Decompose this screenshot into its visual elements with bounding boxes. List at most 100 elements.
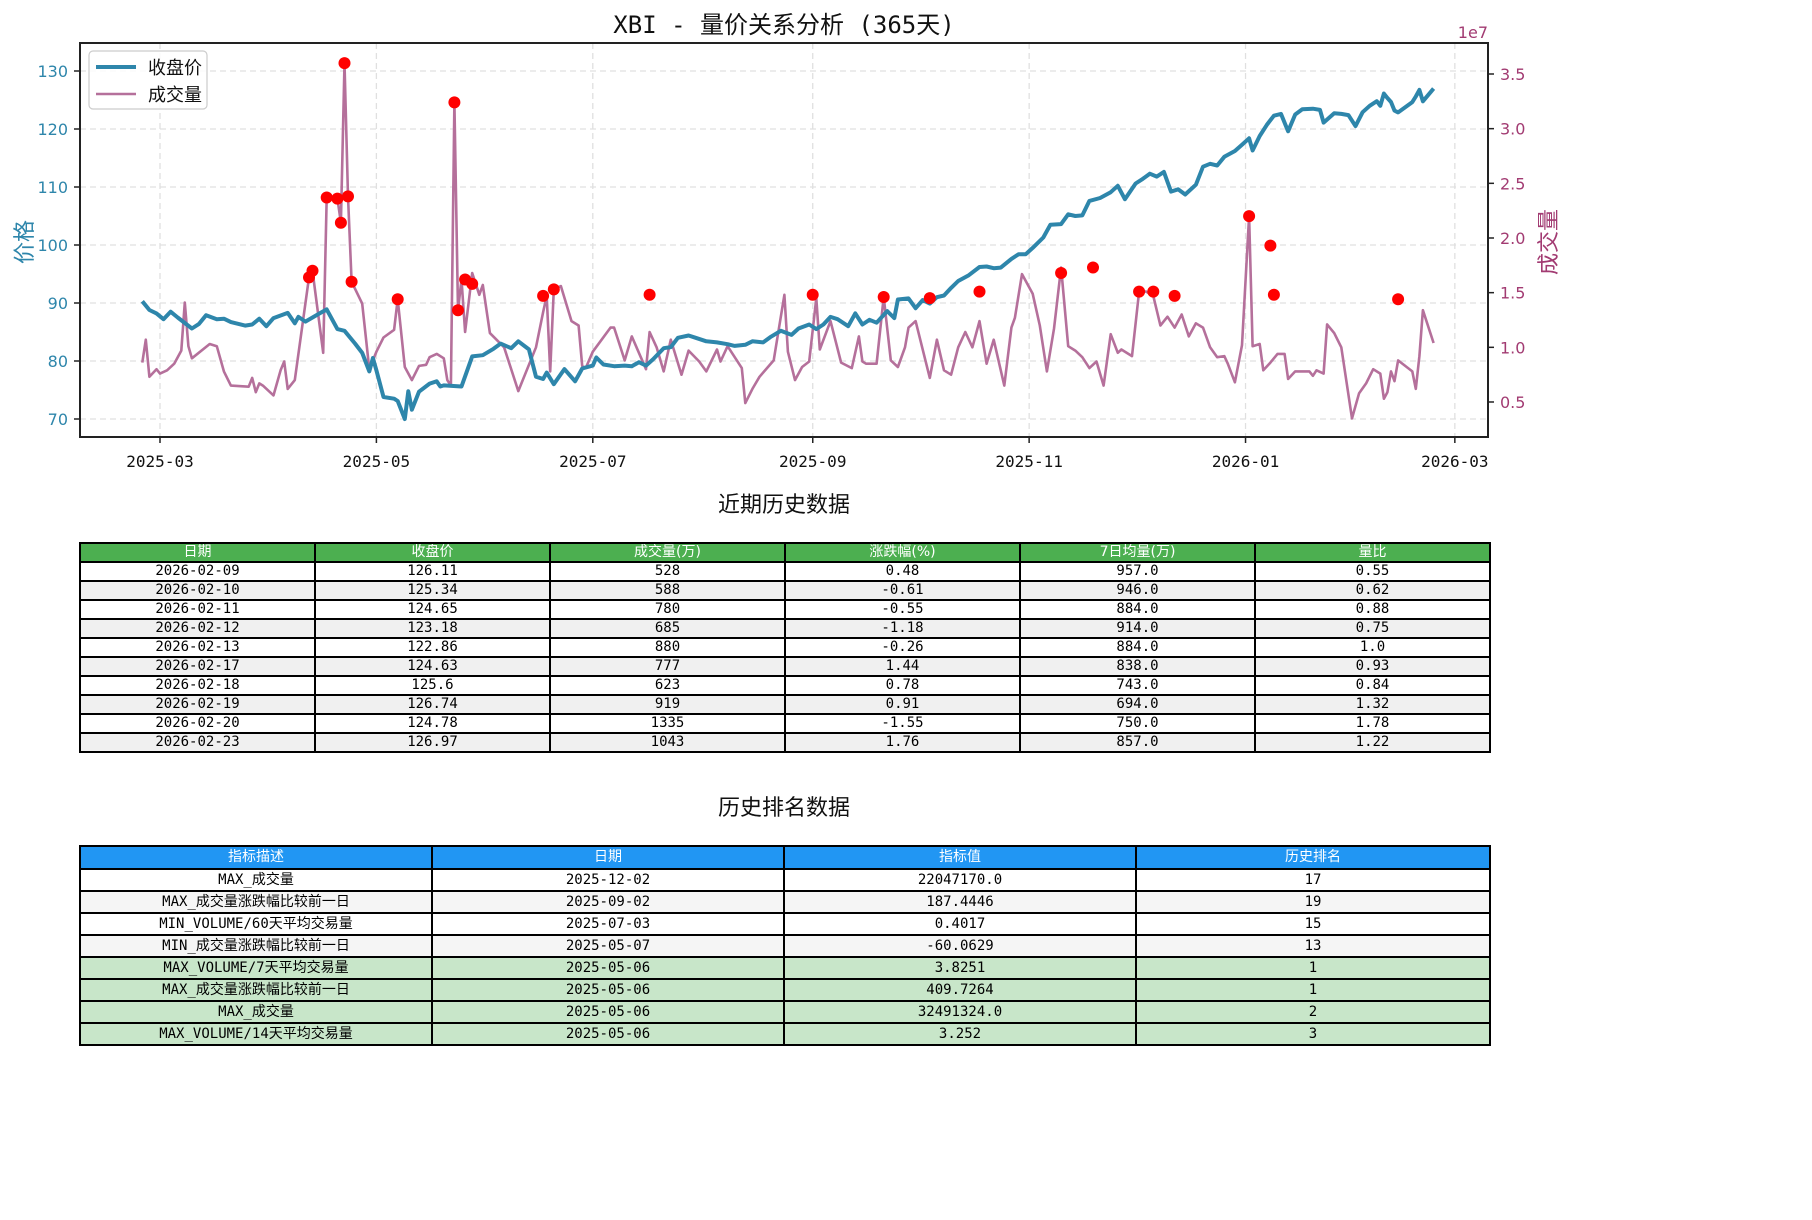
- table-cell: 2025-05-06: [431, 1022, 785, 1046]
- table-cell: 17: [1135, 868, 1491, 892]
- table-cell: 32491324.0: [783, 1000, 1137, 1024]
- volume-spike-marker: [1264, 239, 1277, 252]
- price-tick-label: 110: [37, 178, 68, 197]
- table-row: 2026-02-10 125.34 588 -0.61 946.0 0.62: [79, 580, 1491, 601]
- table-cell: 2026-02-19: [79, 694, 316, 715]
- table-cell: 914.0: [1019, 618, 1256, 639]
- table-cell: -1.18: [784, 618, 1021, 639]
- table-cell: 1.78: [1254, 713, 1491, 734]
- volume-tick-label: 0.5: [1500, 393, 1525, 412]
- table-cell: 2026-02-17: [79, 656, 316, 677]
- volume-spike-marker: [537, 289, 550, 302]
- table-cell: 0.88: [1254, 599, 1491, 620]
- table-cell: 1.32: [1254, 694, 1491, 715]
- table-cell: 780: [549, 599, 786, 620]
- table-cell: 2026-02-11: [79, 599, 316, 620]
- table-row: 2026-02-13 122.86 880 -0.26 884.0 1.0: [79, 637, 1491, 658]
- volume-tick-label: 3.5: [1500, 65, 1525, 84]
- table-cell: 2026-02-12: [79, 618, 316, 639]
- table-cell: 1.44: [784, 656, 1021, 677]
- volume-spike-marker: [1168, 289, 1181, 302]
- volume-spike-marker: [1147, 285, 1160, 298]
- legend-price-label: 收盘价: [148, 58, 202, 79]
- table-cell: 838.0: [1019, 656, 1256, 677]
- column-header: 涨跌幅(%): [784, 542, 1021, 563]
- column-header: 收盘价: [314, 542, 551, 563]
- volume-spike-marker: [306, 264, 319, 277]
- table-cell: 957.0: [1019, 561, 1256, 582]
- date-tick-label: 2025-03: [126, 452, 193, 471]
- table-cell: 409.7264: [783, 978, 1137, 1002]
- table-cell: 124.65: [314, 599, 551, 620]
- volume-spike-marker: [1133, 285, 1146, 298]
- price-series-line: [140, 87, 1436, 421]
- price-tick-label: 130: [37, 62, 68, 81]
- table-cell: 125.6: [314, 675, 551, 696]
- table-cell: -60.0629: [783, 934, 1137, 958]
- table-cell: 2025-05-06: [431, 1000, 785, 1024]
- table-cell: 1: [1135, 978, 1491, 1002]
- table-cell: 1.0: [1254, 637, 1491, 658]
- volume-spike-marker: [331, 192, 344, 205]
- volume-spike-marker: [320, 191, 333, 204]
- price-tick-label: 100: [37, 236, 68, 255]
- table-cell: 694.0: [1019, 694, 1256, 715]
- table-cell: 588: [549, 580, 786, 601]
- table-cell: 2026-02-18: [79, 675, 316, 696]
- table-cell: 3.252: [783, 1022, 1137, 1046]
- volume-spike-marker: [923, 292, 936, 305]
- table-row: 2026-02-11 124.65 780 -0.55 884.0 0.88: [79, 599, 1491, 620]
- table-cell: 884.0: [1019, 599, 1256, 620]
- price-volume-chart: XBI - 量价关系分析 (365天) 70 80 90 100 110 120 130 0…: [13, 11, 1562, 471]
- table-cell: 946.0: [1019, 580, 1256, 601]
- table-row-highlighted: MAX_成交量 2025-05-06 32491324.0 2: [79, 1000, 1491, 1024]
- table-cell: -1.55: [784, 713, 1021, 734]
- volume-series-line: [141, 61, 1435, 420]
- table-row: 2026-02-19 126.74 919 0.91 694.0 1.32: [79, 694, 1491, 715]
- table-cell: 126.97: [314, 732, 551, 753]
- table-header-row: 指标描述 日期 指标值 历史排名: [79, 845, 1491, 870]
- table-cell: 0.48: [784, 561, 1021, 582]
- table-cell: 880: [549, 637, 786, 658]
- volume-axis-multiplier: 1e7: [1458, 23, 1488, 42]
- table-cell: -0.26: [784, 637, 1021, 658]
- table-cell: 2025-07-03: [431, 912, 785, 936]
- volume-spike-marker: [1392, 293, 1405, 306]
- date-tick-label: 2026-03: [1421, 452, 1488, 471]
- price-tick-label: 80: [48, 352, 68, 371]
- volume-spike-marker: [1243, 210, 1256, 223]
- table-cell: MAX_成交量涨跌幅比较前一日: [79, 890, 433, 914]
- table-cell: 126.11: [314, 561, 551, 582]
- table-header-row: 日期 收盘价 成交量(万) 涨跌幅(%) 7日均量(万) 量比: [79, 542, 1491, 563]
- table-cell: 124.78: [314, 713, 551, 734]
- table-cell: 2: [1135, 1000, 1491, 1024]
- table-row: 2026-02-18 125.6 623 0.78 743.0 0.84: [79, 675, 1491, 696]
- table-cell: MIN_成交量涨跌幅比较前一日: [79, 934, 433, 958]
- grid-lines: [80, 43, 1488, 437]
- table-cell: MAX_VOLUME/14天平均交易量: [79, 1022, 433, 1046]
- table-cell: 0.75: [1254, 618, 1491, 639]
- table-row: 2026-02-09 126.11 528 0.48 957.0 0.55: [79, 561, 1491, 582]
- table-cell: 1335: [549, 713, 786, 734]
- table-cell: 884.0: [1019, 637, 1256, 658]
- volume-spike-marker: [345, 275, 358, 288]
- table-cell: 122.86: [314, 637, 551, 658]
- table-cell: 750.0: [1019, 713, 1256, 734]
- volume-tick-label: 1.5: [1500, 284, 1525, 303]
- table-cell: 22047170.0: [783, 868, 1137, 892]
- legend: 收盘价 成交量: [88, 50, 208, 110]
- table-cell: 2026-02-23: [79, 732, 316, 753]
- recent-table-title: 近期历史数据: [717, 493, 850, 518]
- price-axis-label: 价格: [13, 220, 38, 264]
- table-cell: 3: [1135, 1022, 1491, 1046]
- table-cell: MAX_成交量涨跌幅比较前一日: [79, 978, 433, 1002]
- volume-tick-label: 2.5: [1500, 174, 1525, 193]
- table-cell: 685: [549, 618, 786, 639]
- table-cell: 1: [1135, 956, 1491, 980]
- table-cell: MAX_VOLUME/7天平均交易量: [79, 956, 433, 980]
- table-row: MAX_成交量涨跌幅比较前一日 2025-09-02 187.4446 19: [79, 890, 1491, 914]
- date-axis: 2025-03 2025-05 2025-07 2025-09 2025-11 2026-…: [126, 437, 1489, 471]
- volume-spike-marker: [448, 96, 461, 109]
- table-cell: MAX_成交量: [79, 1000, 433, 1024]
- volume-spike-marker: [806, 288, 819, 301]
